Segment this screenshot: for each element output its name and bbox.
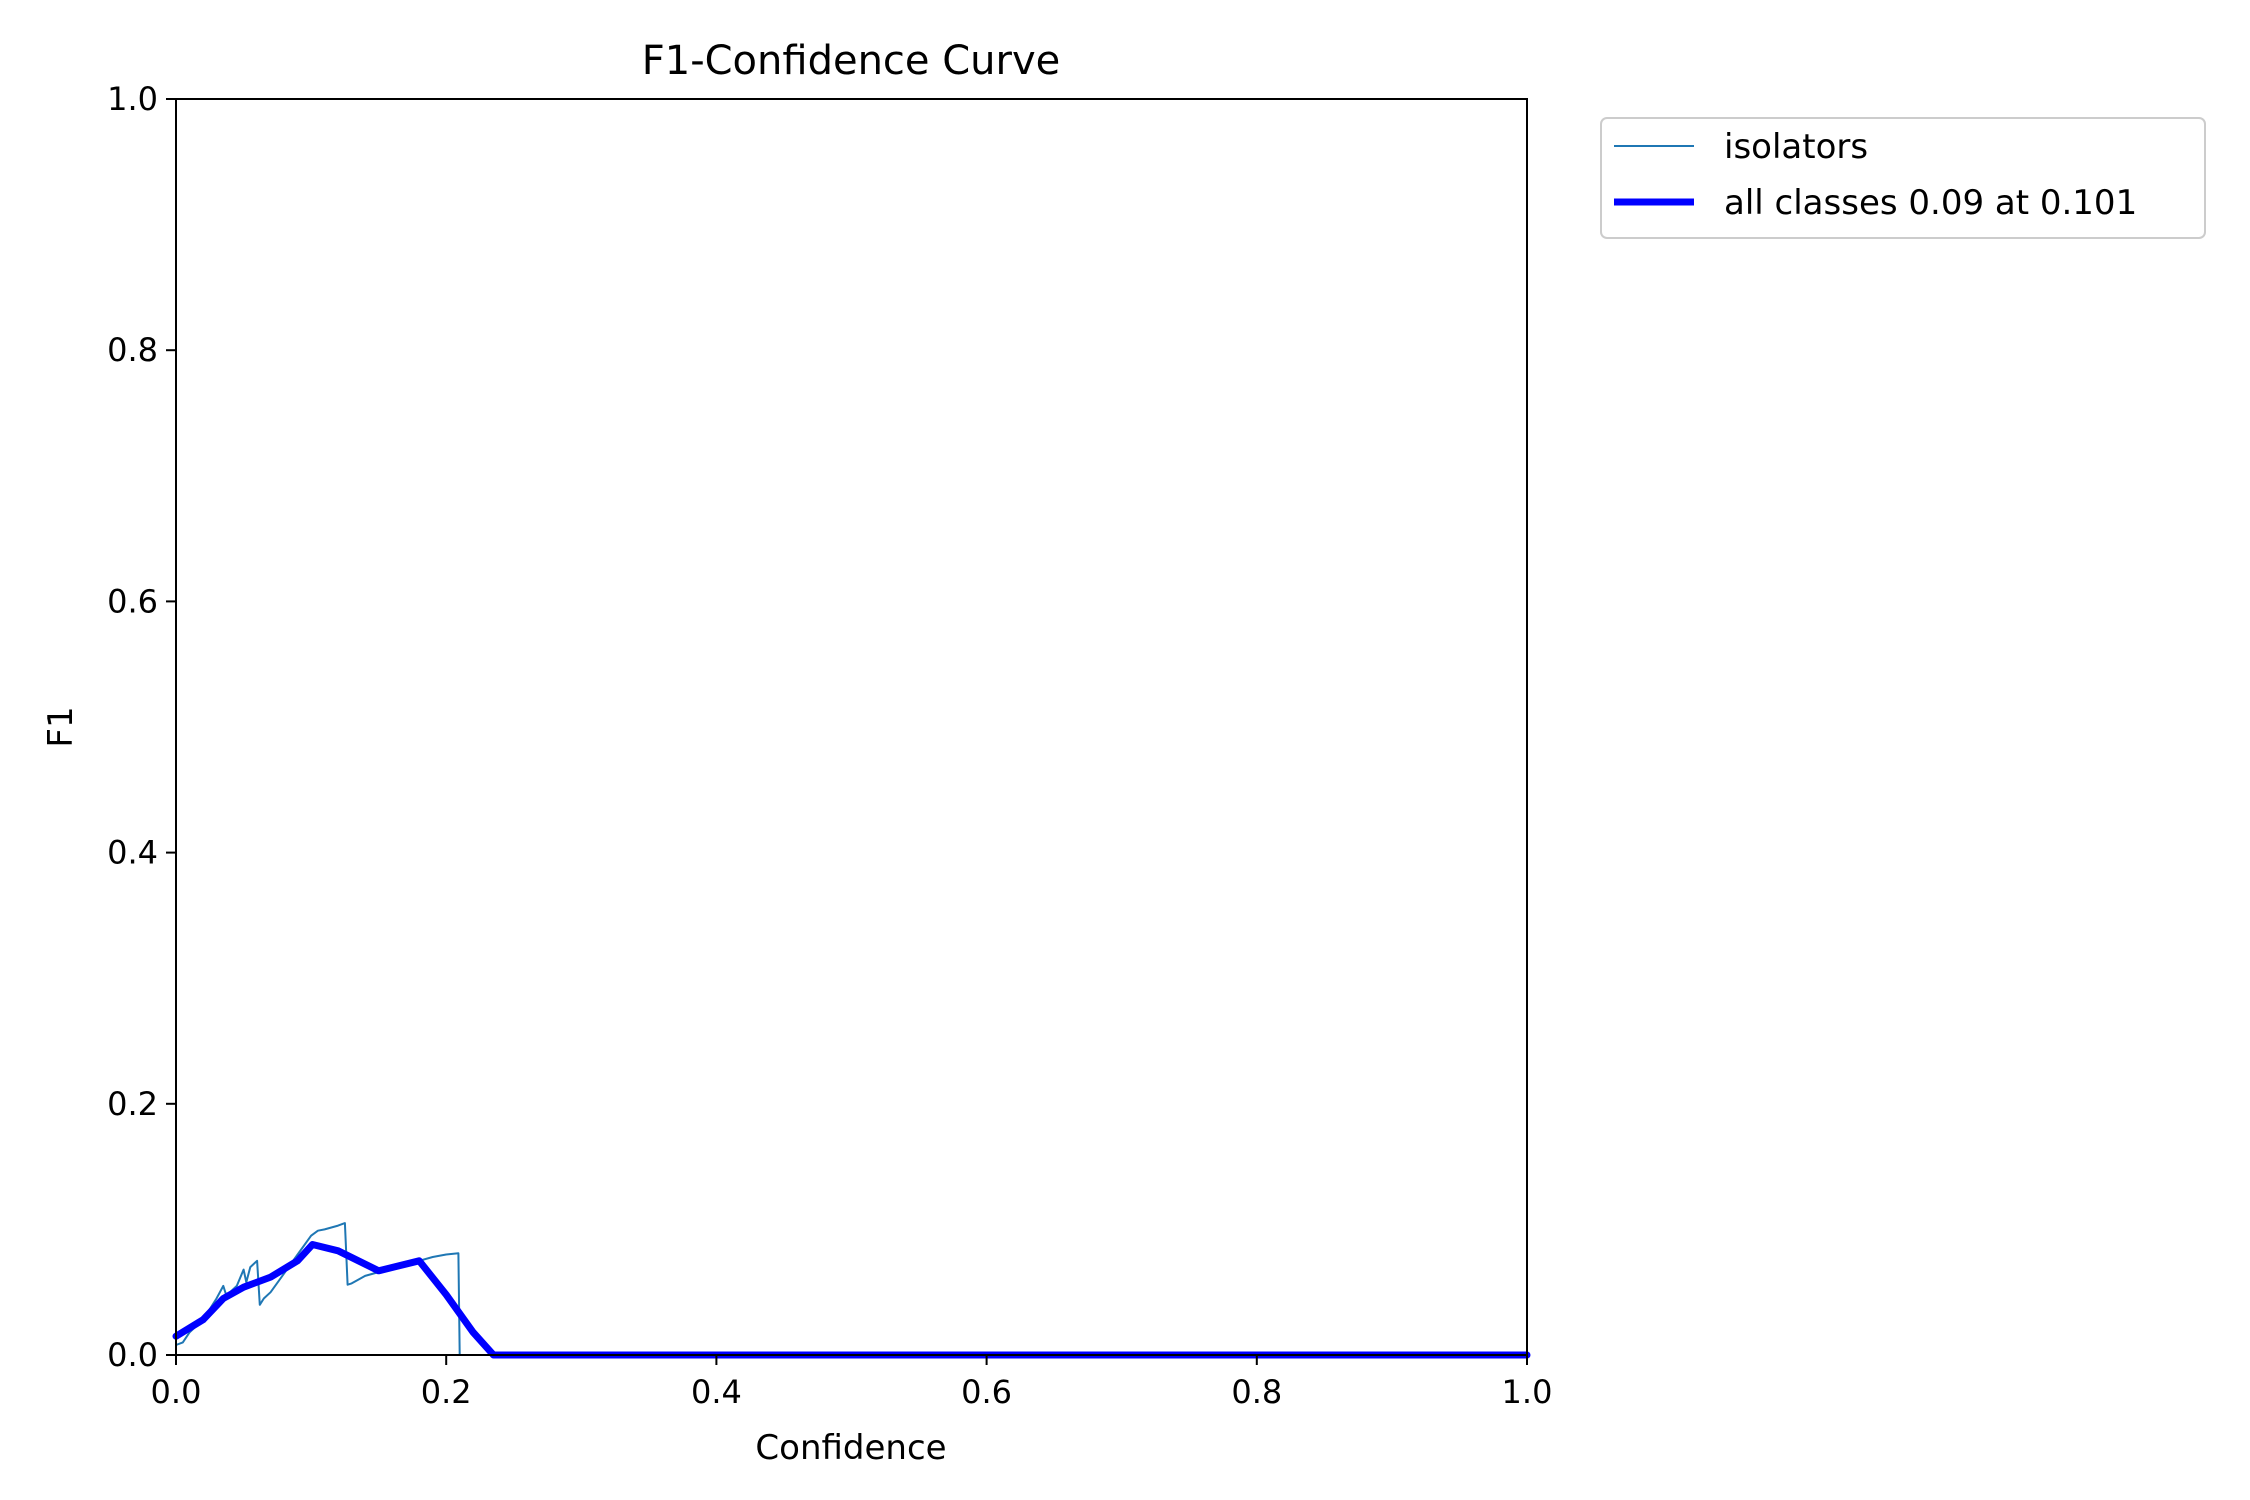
legend-label-isolators: isolators [1724,127,1868,167]
x-axis-ticks: 0.0 0.2 0.4 0.6 0.8 1.0 [151,1355,1553,1411]
plot-area-background [176,99,1527,1355]
x-tick-label: 1.0 [1502,1373,1553,1411]
plot-frame [175,98,1528,1356]
y-tick-label: 0.2 [107,1085,158,1123]
x-axis-label: Confidence [755,1428,946,1468]
x-tick-label: 0.6 [961,1373,1012,1411]
x-tick-label: 0.4 [691,1373,742,1411]
chart-title: F1-Confidence Curve [642,38,1061,84]
y-tick-label: 0.8 [107,331,158,369]
x-tick-label: 0.8 [1231,1373,1282,1411]
x-tick-label: 0.0 [151,1373,202,1411]
legend-label-all-classes: all classes 0.09 at 0.101 [1724,183,2137,223]
y-tick-label: 1.0 [107,80,158,118]
legend: isolators all classes 0.09 at 0.101 [1600,117,2206,239]
y-tick-label: 0.6 [107,582,158,620]
x-tick-label: 0.2 [421,1373,472,1411]
legend-box [1600,117,2206,239]
y-axis-label: F1 [41,706,81,747]
y-tick-label: 0.0 [107,1336,158,1374]
y-tick-label: 0.4 [107,834,158,872]
y-axis-ticks: 0.0 0.2 0.4 0.6 0.8 1.0 [107,80,176,1374]
